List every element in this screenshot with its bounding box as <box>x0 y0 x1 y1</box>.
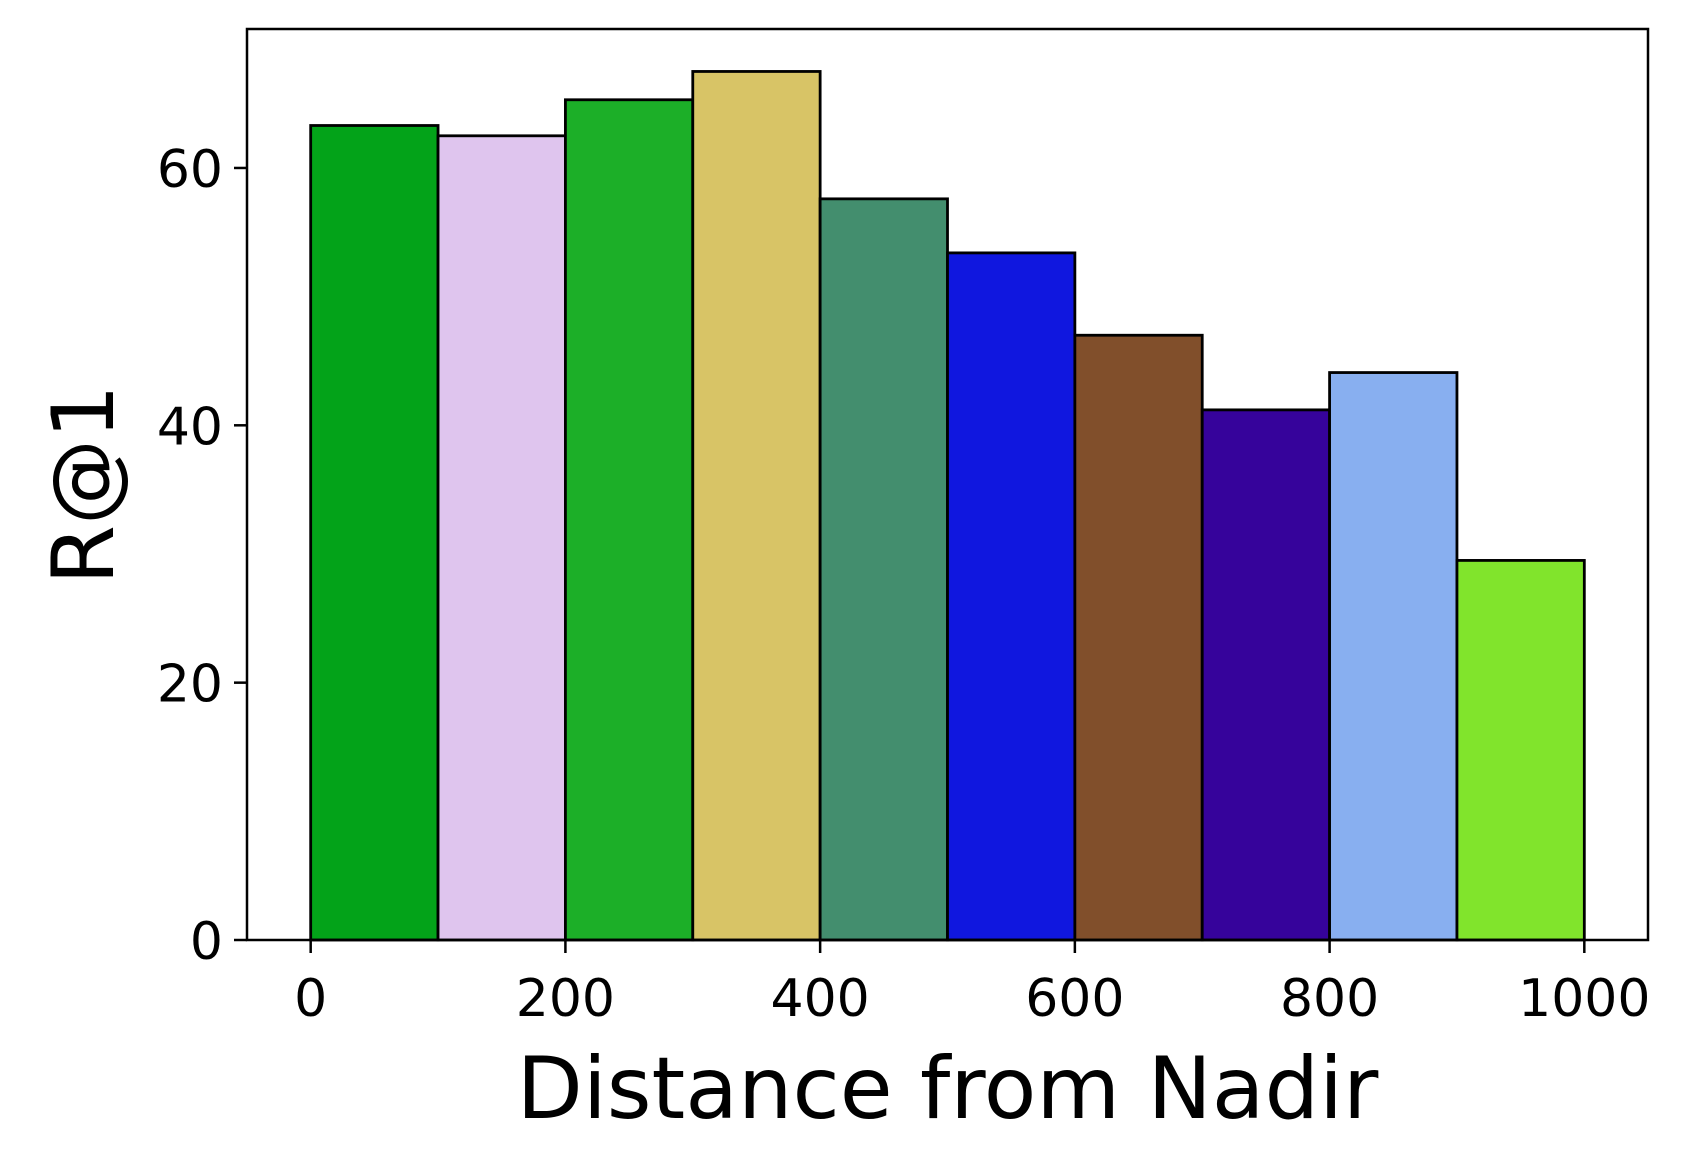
x-tick-label: 400 <box>771 969 870 1029</box>
bar-8 <box>1328 371 1459 942</box>
bar-7 <box>1200 408 1331 942</box>
bar-1 <box>436 134 567 942</box>
plot-frame <box>245 27 1650 942</box>
x-axis-label: Distance from Nadir <box>517 1039 1379 1139</box>
bar-5 <box>946 251 1077 942</box>
x-axis-ticks: 0 200 400 600 800 1000 <box>294 940 1650 1029</box>
x-tick-label: 600 <box>1025 969 1124 1029</box>
bar-6 <box>1073 333 1204 942</box>
bar-9 <box>1455 559 1586 942</box>
bar-2 <box>564 98 695 942</box>
x-tick-label: 1000 <box>1518 969 1650 1029</box>
y-tick-label: 40 <box>157 397 223 457</box>
bar-0 <box>309 124 440 942</box>
x-tick-label: 0 <box>294 969 327 1029</box>
bar-3 <box>691 70 822 942</box>
y-tick-label: 0 <box>190 912 223 972</box>
y-tick-label: 60 <box>157 140 223 200</box>
x-tick-label: 200 <box>516 969 615 1029</box>
y-axis-ticks: 0 20 40 60 <box>157 140 247 972</box>
x-tick-label: 800 <box>1280 969 1379 1029</box>
bars-group <box>309 70 1586 942</box>
y-tick-label: 20 <box>157 655 223 715</box>
y-axis-label: R@1 <box>34 384 134 584</box>
bar-4 <box>818 197 949 942</box>
